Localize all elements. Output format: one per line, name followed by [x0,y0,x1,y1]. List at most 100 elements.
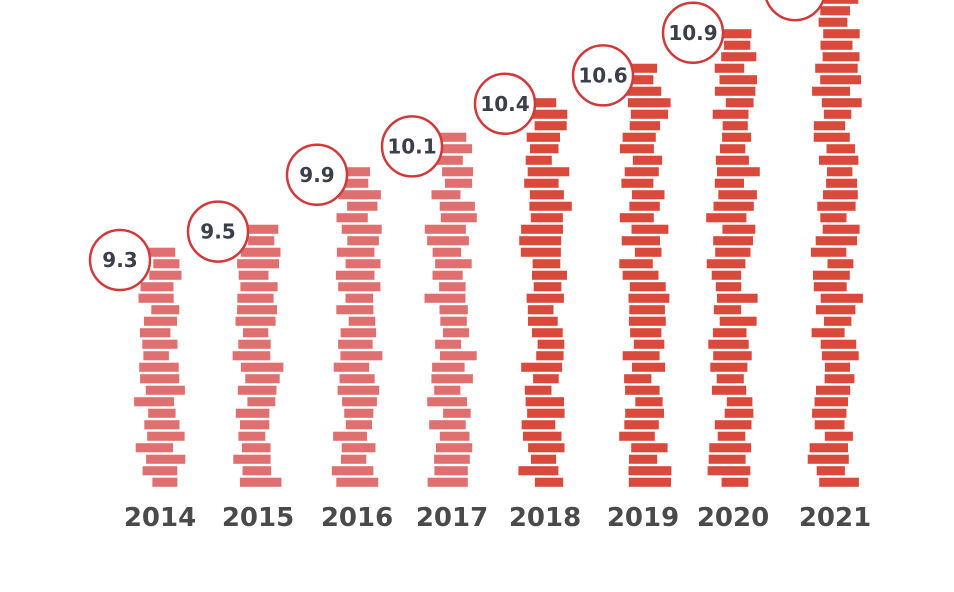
bar-brick [240,282,278,292]
bar-brick [634,247,662,257]
bar-brick [342,397,377,407]
bar-brick [141,247,176,257]
data-label: 9.3 [102,248,137,272]
bar-brick [529,109,568,119]
bar-brick [813,270,850,280]
value-bubble-2016: 9.9 [285,143,349,207]
x-axis-labels: 2014 2015 2016 2017 2018 2019 2020 2021 [124,503,871,533]
bar-brick [534,477,564,487]
bar-brick [722,132,752,142]
bar-brick [439,431,470,441]
bar-brick [440,316,467,326]
bar-brick [144,420,180,430]
bar-brick [819,477,859,487]
bar-brick [436,443,473,453]
bar-brick [721,52,757,62]
bar-brick [631,190,665,200]
bars-layer [134,0,863,487]
x-tick-label: 2015 [222,503,294,533]
bar-brick [429,420,466,430]
bar-brick [339,374,375,384]
x-tick-label: 2020 [697,503,769,533]
bar-brick [717,293,758,303]
bar-brick [632,362,666,372]
bar-brick [820,293,863,303]
bar-brick [526,132,560,142]
bar-brick [624,167,659,177]
bar-brick [629,201,660,211]
bar-brick [723,40,751,50]
bar-brick [619,259,653,269]
bar-brick [518,466,559,476]
data-label: 10.9 [668,21,717,45]
bar-brick [824,362,850,372]
bar-brick [719,29,752,39]
value-bubble-2017: 10.1 [380,115,444,178]
bar-brick [142,339,178,349]
bar-brick [431,374,473,384]
bar-brick [521,420,556,430]
bar-brick [622,270,659,280]
bar-brick [706,259,746,269]
bar-brick [242,466,272,476]
bar-brick [534,121,567,131]
bar-brick [341,454,367,464]
value-circle [380,115,444,178]
data-label: 11.2 [770,0,819,2]
bar-brick [243,328,269,338]
bar-brick [340,328,377,338]
bar-brick [243,224,279,234]
bar-brick [711,385,747,395]
bar-brick [823,29,860,39]
bar-brick [442,328,470,338]
bar-brick [336,247,375,257]
bar-brick [528,316,558,326]
bar-brick [629,305,665,315]
bar-brick [536,351,564,361]
bar-brick [713,351,752,361]
bar-brick [439,305,468,315]
bar-2018 [518,98,572,487]
bar-brick [532,270,567,280]
bar-brick [347,201,378,211]
bar-brick [622,132,656,142]
bar-brick [521,362,563,372]
bar-brick [824,316,852,326]
bar-brick [345,420,372,430]
bar-brick [337,385,380,395]
bar-brick [629,282,666,292]
bar-brick [628,466,672,476]
bar-brick [629,121,661,131]
bar-brick [435,339,462,349]
bar-brick [152,477,178,487]
bar-brick [344,408,374,418]
bar-brick [707,466,751,476]
bar-brick [819,155,859,165]
bar-brick [537,339,565,349]
bar-brick [815,63,858,73]
bar-brick [529,201,572,211]
bar-brick [713,201,754,211]
bar-brick [726,397,753,407]
bar-brick [138,293,174,303]
x-tick-label: 2021 [799,503,871,533]
bar-brick [823,109,852,119]
x-tick-label: 2017 [416,503,488,533]
bar-brick [821,351,859,361]
bar-brick [622,351,660,361]
bar-brick [347,236,379,246]
bar-brick [145,385,185,395]
bar-brick [619,431,655,441]
bar-brick [635,397,663,407]
bar-brick [438,132,467,142]
bar-brick [140,374,180,384]
bar-brick [822,52,860,62]
bar-brick [338,190,381,200]
bar-brick [810,247,847,257]
bar-brick [530,144,559,154]
bar-brick [432,362,465,372]
bar-brick [621,178,654,188]
bar-brick [434,454,470,464]
bar-brick [628,316,666,326]
value-circle [186,200,250,263]
